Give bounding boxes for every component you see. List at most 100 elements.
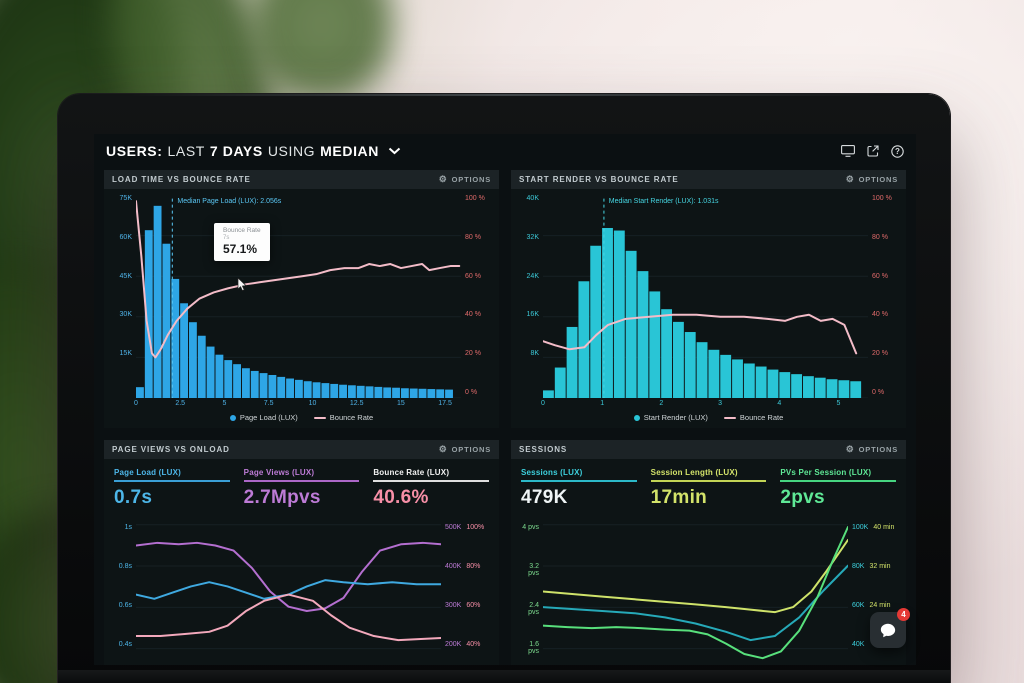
- metric-value: 2pvs: [780, 487, 825, 508]
- chart-legend: Page Load (LUX) Bounce Rate: [110, 410, 493, 425]
- analytics-dashboard: USERS: LAST 7 DAYS USING MEDIAN: [94, 134, 916, 665]
- y-tick: 2.4 pvs: [528, 601, 539, 616]
- metric-label: Bounce Rate (LUX): [373, 468, 489, 482]
- y-tick-pair: 300K 60%: [445, 602, 480, 609]
- panel-title: SESSIONS: [519, 445, 568, 454]
- y-tick: 0 %: [872, 389, 885, 396]
- y-pair: 80K 32 min: [852, 563, 890, 570]
- y-tick: 4 pvs: [522, 524, 539, 532]
- page-title[interactable]: USERS: LAST 7 DAYS USING MEDIAN: [106, 143, 401, 159]
- header-icons: ?: [841, 144, 904, 158]
- help-icon[interactable]: ?: [891, 144, 904, 158]
- legend-line: [313, 416, 326, 419]
- median-annotation: Median Page Load (LUX): 2.056s: [177, 198, 282, 205]
- legend-dot: [229, 414, 236, 421]
- chart-plot[interactable]: [543, 514, 848, 665]
- y-tick-unit: 80%: [466, 562, 481, 570]
- y-tick: 20 %: [872, 350, 888, 358]
- options-button[interactable]: ⚙ OPTIONS: [846, 175, 898, 185]
- metrics-row: Page Load (LUX) 0.7s Page Views (LUX) 2.7Mp…: [110, 465, 493, 509]
- y-axis-right: 100 % 80 % 60 % 40 % 20 % 0 %: [461, 195, 493, 398]
- y-tick: 3.2 pvs: [528, 562, 539, 577]
- y-tick: 60 %: [465, 272, 481, 280]
- gear-icon: ⚙: [438, 174, 448, 184]
- display-icon[interactable]: [841, 145, 855, 157]
- y-tick-pair: 80K 32 min: [852, 563, 890, 570]
- gear-icon: ⚙: [438, 444, 448, 454]
- legend-item: Page Load (LUX): [229, 413, 298, 422]
- plant-leaf: [252, 0, 392, 100]
- options-label: OPTIONS: [858, 175, 898, 184]
- panel-grid: LOAD TIME VS BOUNCE RATE ⚙ OPTIONS 75K 60…: [104, 170, 906, 665]
- y-tick: 60 %: [872, 272, 888, 280]
- y-pair: 60K 24 min: [852, 602, 890, 609]
- y-tick-pair: 40K: [852, 641, 869, 648]
- x-tick: 15: [396, 400, 405, 407]
- mouse-cursor: [237, 278, 247, 292]
- y-pair: 40K: [852, 641, 869, 648]
- metric-value: 2.7Mpvs: [243, 487, 321, 508]
- x-tick: 5: [836, 400, 841, 407]
- x-tick: 5: [222, 400, 227, 407]
- y-tick-unit: 40 min: [873, 524, 895, 532]
- y-tick: 100 %: [465, 195, 485, 202]
- title-median: MEDIAN: [320, 143, 379, 159]
- y-tick: 100 %: [872, 195, 892, 202]
- y-tick: 15K: [119, 350, 132, 358]
- external-link-icon[interactable]: [867, 145, 879, 157]
- x-tick: 7.5: [263, 400, 274, 407]
- metric-value: 17min: [650, 487, 708, 508]
- chart-plot[interactable]: [136, 514, 441, 665]
- tooltip-title: Bounce Rate: [223, 227, 261, 235]
- y-tick-pair: 400K 80%: [445, 563, 480, 570]
- y-tick-k: 100K: [852, 524, 869, 532]
- chat-launcher-button[interactable]: 4: [870, 608, 910, 648]
- y-tick-k: 40K: [852, 640, 865, 648]
- y-tick: 0.8s: [118, 562, 132, 570]
- y-tick: 80 %: [465, 233, 481, 241]
- y-pair: 200K 40%: [445, 641, 480, 648]
- legend-line: [723, 416, 736, 419]
- panel-header: PAGE VIEWS VS ONLOAD ⚙ OPTIONS: [104, 440, 499, 459]
- chart-legend: Start Render (LUX) Bounce Rate: [517, 410, 900, 425]
- x-tick: 2.5: [175, 400, 186, 407]
- y-tick: 1.6 pvs: [528, 640, 539, 655]
- y-tick: 75K: [119, 195, 132, 202]
- y-tick: 60K: [119, 233, 132, 241]
- y-tick: 40 %: [465, 311, 481, 319]
- options-button[interactable]: ⚙ OPTIONS: [845, 444, 898, 455]
- metric-label: Sessions (LUX): [521, 468, 637, 482]
- gear-icon: ⚙: [845, 444, 855, 454]
- laptop-base: [58, 670, 950, 683]
- metric-value: 0.7s: [114, 487, 153, 508]
- chart-plot[interactable]: Median Page Load (LUX): 2.056s Bounce Rat…: [136, 195, 461, 398]
- chart-plot[interactable]: Median Start Render (LUX): 1.031s: [543, 195, 868, 398]
- metric-label: Page Load (LUX): [114, 468, 230, 482]
- x-tick: 3: [718, 400, 723, 407]
- y-tick: 30K: [119, 311, 132, 319]
- metric: PVs Per Session (LUX) 2pvs: [780, 468, 896, 509]
- legend-item: Bounce Rate: [723, 413, 783, 422]
- x-tick: 2: [659, 400, 664, 407]
- x-axis: 0 1 2 3 4 5: [541, 398, 868, 410]
- panel-title: START RENDER VS BOUNCE RATE: [519, 175, 679, 184]
- options-button[interactable]: ⚙ OPTIONS: [438, 174, 491, 185]
- median-annotation: Median Start Render (LUX): 1.031s: [608, 198, 719, 205]
- legend-dot: [633, 414, 640, 421]
- chevron-down-icon[interactable]: [388, 147, 401, 155]
- y-tick: 32K: [526, 233, 539, 241]
- tooltip-value: 57.1%: [223, 242, 258, 257]
- y-tick: 16K: [526, 311, 539, 319]
- x-tick: 10: [308, 400, 317, 407]
- y-pair: 100K 40 min: [852, 524, 894, 531]
- options-button[interactable]: ⚙ OPTIONS: [438, 444, 491, 455]
- y-tick: 45K: [119, 272, 132, 280]
- y-pair: 500K 100%: [445, 524, 484, 531]
- chat-icon: [879, 622, 897, 639]
- y-tick-pair: 200K 40%: [445, 641, 480, 648]
- y-tick-unit: 100%: [466, 524, 485, 532]
- tooltip-sub: 7s: [223, 235, 230, 242]
- x-tick: 12.5: [349, 400, 364, 407]
- metrics-row: Sessions (LUX) 479K Session Length (LUX) 17…: [517, 465, 900, 509]
- metric-value: 40.6%: [373, 487, 429, 508]
